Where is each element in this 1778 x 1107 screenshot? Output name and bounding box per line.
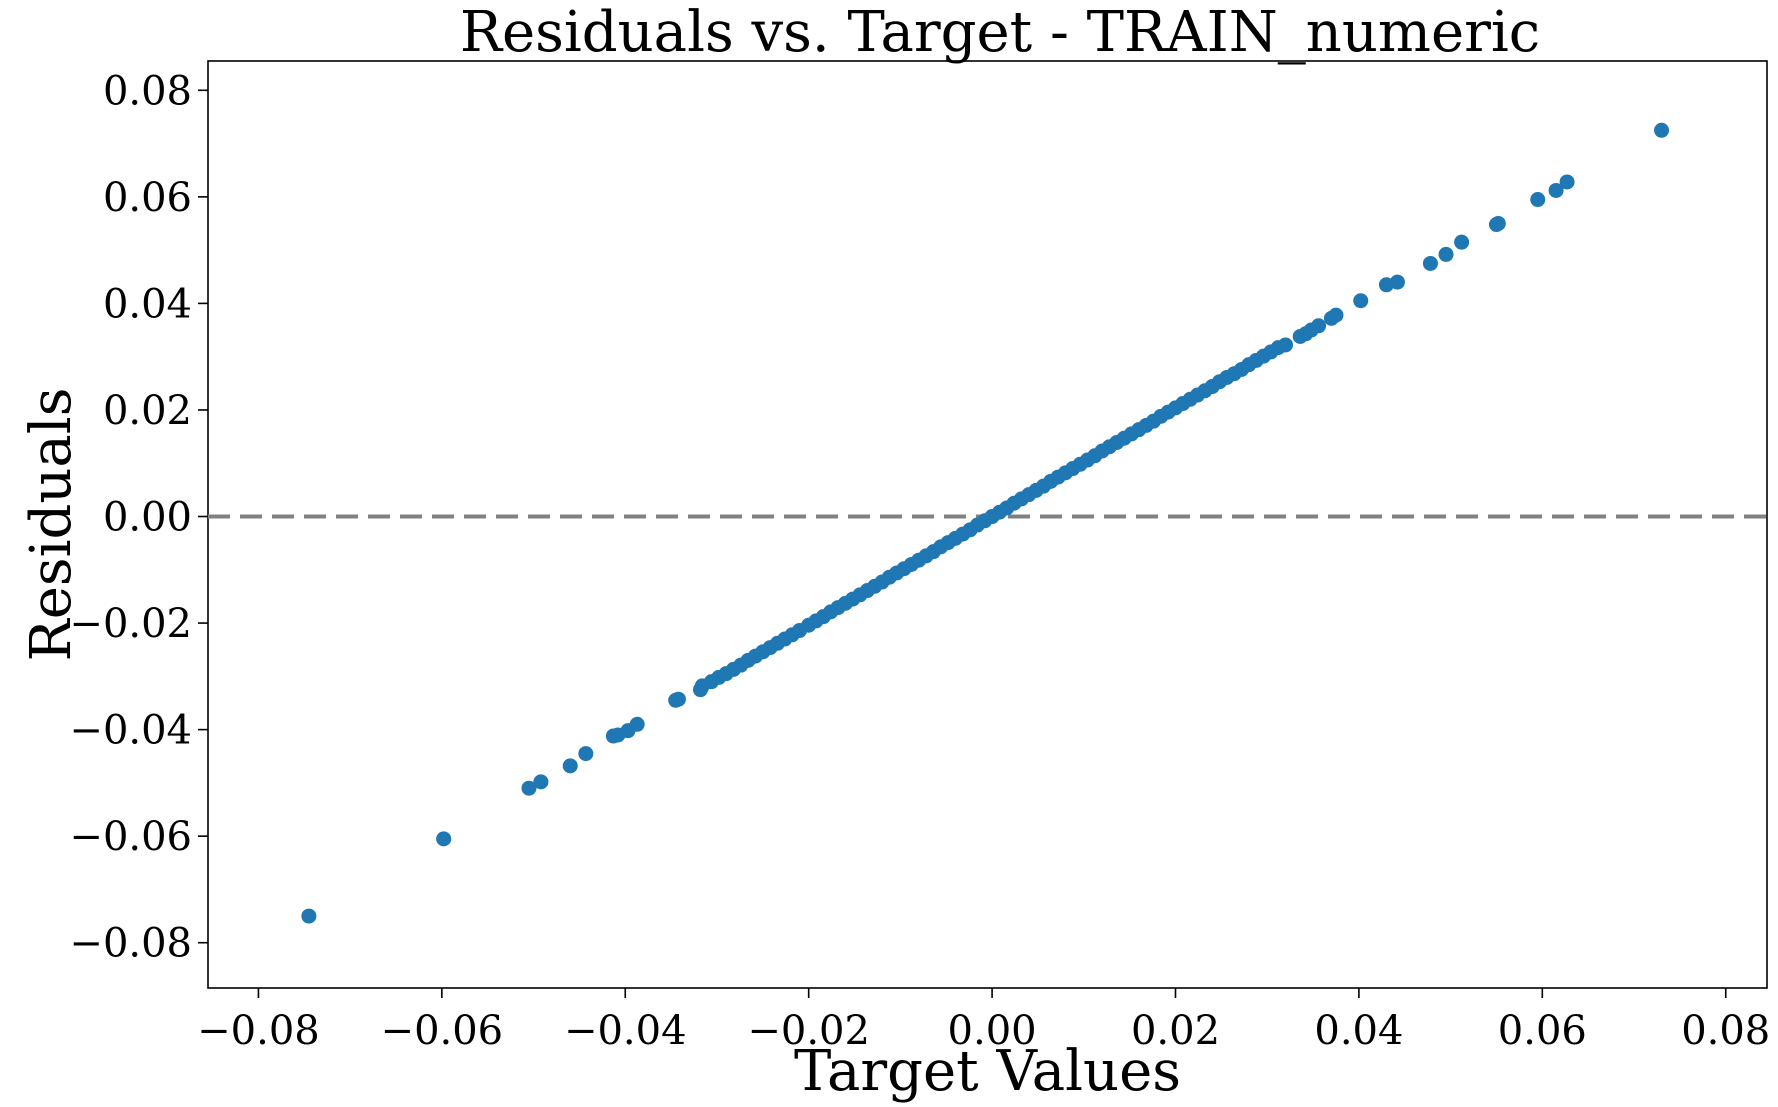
- y-tick-label: 0.00: [103, 495, 192, 541]
- data-point: [301, 908, 317, 924]
- data-point: [1389, 274, 1405, 290]
- data-point: [1530, 192, 1546, 208]
- data-point: [1490, 215, 1506, 231]
- y-tick-label: 0.06: [103, 175, 192, 221]
- y-tick-label: −0.08: [69, 921, 192, 967]
- y-tick-label: −0.06: [69, 814, 192, 860]
- x-tick-label: −0.02: [747, 1008, 870, 1054]
- x-axis-label: Target Values: [794, 1039, 1181, 1104]
- data-point: [1548, 182, 1564, 198]
- data-point: [1328, 307, 1344, 323]
- x-tick-label: −0.06: [381, 1008, 504, 1054]
- x-tick-label: 0.00: [948, 1008, 1037, 1054]
- data-point: [1422, 255, 1438, 271]
- data-point: [629, 716, 645, 732]
- data-point: [1438, 246, 1454, 262]
- x-tick-label: −0.08: [197, 1008, 320, 1054]
- x-tick-label: 0.02: [1131, 1008, 1220, 1054]
- y-tick-label: −0.04: [69, 708, 192, 754]
- data-point: [1353, 293, 1369, 309]
- x-tick-label: 0.06: [1498, 1008, 1587, 1054]
- data-point: [533, 774, 549, 790]
- y-tick-label: 0.08: [103, 68, 192, 114]
- y-axis-label: Residuals: [19, 388, 84, 662]
- x-tick-label: −0.04: [564, 1008, 687, 1054]
- data-point: [1559, 174, 1575, 190]
- x-axis-ticks: −0.08 −0.06 −0.04 −0.02 0.00 0.02 0.04 0.06 0.08: [197, 988, 1770, 1054]
- data-point: [670, 691, 686, 707]
- data-point: [1654, 122, 1670, 138]
- y-tick-label: 0.02: [103, 388, 192, 434]
- data-point: [578, 746, 594, 762]
- data-point: [1278, 337, 1294, 353]
- data-points: [301, 122, 1670, 924]
- data-point: [521, 780, 537, 796]
- data-point: [1454, 234, 1470, 250]
- chart-title: Residuals vs. Target - TRAIN_numeric: [460, 0, 1540, 65]
- plot-frame: [207, 60, 1768, 989]
- data-point: [562, 758, 578, 774]
- plot-area: [207, 60, 1768, 989]
- data-point: [1311, 318, 1327, 334]
- y-tick-label: 0.04: [103, 281, 192, 327]
- y-axis-ticks: −0.08 −0.06 −0.04 −0.02 0.00 0.02 0.04 0.06 0.08: [69, 68, 208, 967]
- x-tick-label: 0.08: [1681, 1008, 1770, 1054]
- x-tick-label: 0.04: [1314, 1008, 1403, 1054]
- data-point: [436, 831, 452, 847]
- y-tick-label: −0.02: [69, 601, 192, 647]
